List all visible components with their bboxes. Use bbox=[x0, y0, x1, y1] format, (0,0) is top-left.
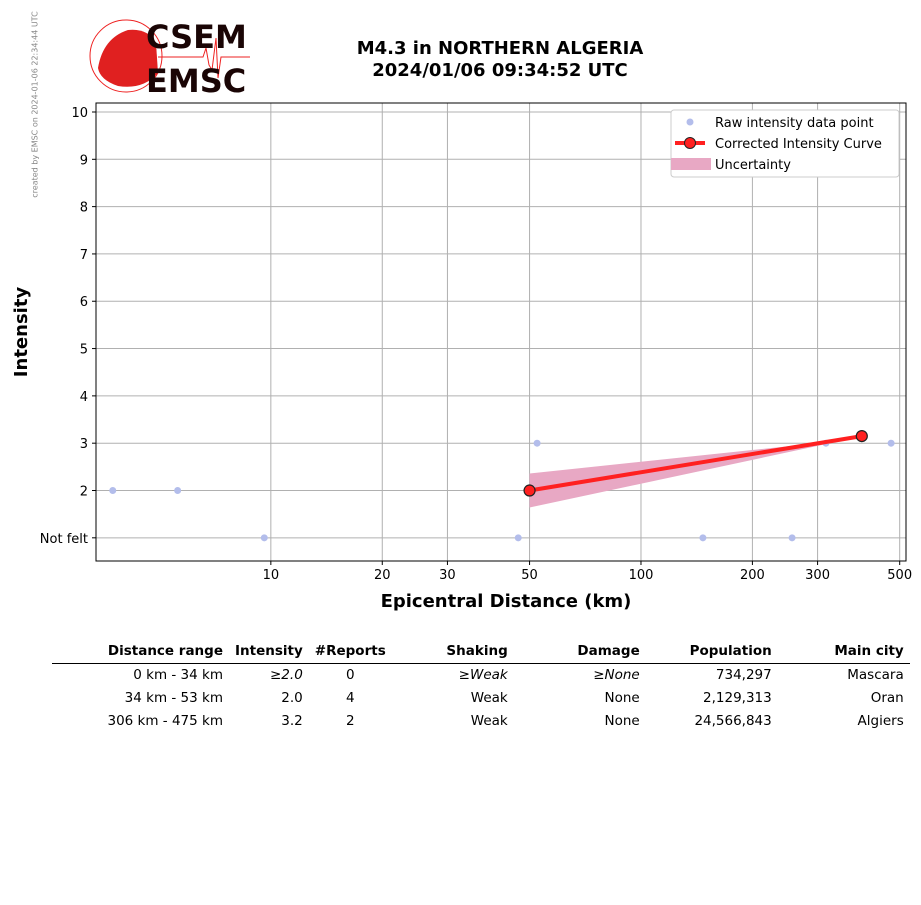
table-row: 0 km - 34 km ≥2.0 0 ≥Weak ≥None 734,297 Mascar… bbox=[52, 664, 910, 688]
legend-box bbox=[670, 109, 900, 178]
y-tick-label: 6 bbox=[80, 295, 88, 310]
plot-frame bbox=[95, 102, 907, 562]
table-cell: Weak bbox=[470, 713, 508, 729]
table-cell: Weak bbox=[470, 690, 508, 706]
table-cell: 34 km - 53 km bbox=[124, 690, 223, 706]
table-cell: 4 bbox=[345, 690, 355, 706]
table-cell: None bbox=[604, 690, 640, 706]
column-header: #Reports bbox=[308, 641, 392, 664]
x-tick-label: 300 bbox=[805, 568, 830, 583]
legend-uncertainty-label: Uncertainty bbox=[715, 158, 791, 173]
y-tick-label: 2 bbox=[80, 485, 88, 500]
raw-data-point bbox=[887, 439, 895, 447]
legend-curve-marker bbox=[684, 137, 696, 149]
y-tick-label: 3 bbox=[80, 437, 88, 452]
x-tick-label: 10 bbox=[263, 568, 280, 583]
raw-data-point bbox=[174, 487, 182, 495]
title-line-2: 2024/01/06 09:34:52 UTC bbox=[372, 60, 628, 81]
summary-table: Distance range Intensity #Reports Shaking Da… bbox=[52, 641, 910, 733]
table-cell: ≥Weak bbox=[458, 667, 508, 683]
table-cell: Mascara bbox=[847, 667, 904, 683]
y-axis-label: Intensity bbox=[11, 287, 32, 378]
table-cell: 2.0 bbox=[281, 690, 303, 706]
svg-text:EMSC: EMSC bbox=[146, 62, 246, 98]
y-tick-label: 9 bbox=[80, 153, 88, 168]
curve-point bbox=[855, 429, 868, 443]
table-cell: 2,129,313 bbox=[703, 690, 772, 706]
y-tick-label: 7 bbox=[80, 248, 88, 263]
y-tick-label: 4 bbox=[80, 390, 88, 405]
corrected-curve-line bbox=[529, 434, 863, 493]
table-cell: 734,297 bbox=[715, 667, 772, 683]
title-line-1: M4.3 in NORTHERN ALGERIA bbox=[356, 38, 644, 59]
table-row: 306 km - 475 km 3.2 2 Weak None 24,566,843 Alg… bbox=[52, 710, 910, 733]
x-tick-label: 20 bbox=[374, 568, 391, 583]
x-tick-label: 50 bbox=[521, 568, 538, 583]
raw-data-point bbox=[788, 534, 796, 542]
legend-curve-label: Corrected Intensity Curve bbox=[715, 137, 882, 152]
uncertainty-band bbox=[529, 442, 826, 508]
table-cell: 2 bbox=[345, 713, 355, 729]
raw-data-point bbox=[699, 534, 707, 542]
table-cell: None bbox=[604, 713, 640, 729]
table-cell: ≥None bbox=[593, 667, 640, 683]
x-tick-label: 100 bbox=[629, 568, 654, 583]
column-header: Population bbox=[645, 641, 778, 664]
table-cell: 3.2 bbox=[281, 713, 303, 729]
table-cell: ≥2.0 bbox=[270, 667, 303, 683]
curve-point bbox=[523, 484, 536, 497]
table-cell: Algiers bbox=[857, 713, 904, 729]
table-cell: Oran bbox=[870, 690, 904, 706]
legend-raw-marker bbox=[686, 118, 694, 126]
legend-raw-label: Raw intensity data point bbox=[715, 116, 874, 131]
y-tick-label: 10 bbox=[71, 106, 88, 121]
x-tick-label: 500 bbox=[887, 568, 912, 583]
y-tick-label: 8 bbox=[80, 201, 88, 216]
table-cell: 306 km - 475 km bbox=[107, 713, 223, 729]
table-cell: 24,566,843 bbox=[694, 713, 772, 729]
column-header: Main city bbox=[777, 641, 910, 664]
y-tick-label: Not felt bbox=[40, 532, 88, 547]
x-tick-label: 200 bbox=[740, 568, 765, 583]
intensity-chart: 10 20 30 50 100 200 300 500 Not felt 2 3 4 5 6 7 8 9 10 Ep… bbox=[11, 102, 912, 612]
column-header: Damage bbox=[513, 641, 646, 664]
x-axis-label: Epicentral Distance (km) bbox=[381, 591, 632, 612]
column-header: Intensity bbox=[229, 641, 309, 664]
column-header: Distance range bbox=[52, 641, 229, 664]
table-row: 34 km - 53 km 2.0 4 Weak None 2,129,313 Oran bbox=[52, 687, 910, 710]
svg-text:CSEM: CSEM bbox=[146, 18, 247, 56]
x-tick-label: 30 bbox=[439, 568, 456, 583]
chart-title: M4.3 in NORTHERN ALGERIA 2024/01/06 09:3… bbox=[300, 38, 700, 82]
raw-data-point bbox=[533, 439, 541, 447]
raw-data-point bbox=[109, 487, 117, 495]
raw-data-point bbox=[514, 534, 522, 542]
column-header: Shaking bbox=[391, 641, 514, 664]
legend-uncertainty-swatch bbox=[671, 158, 711, 170]
raw-data-point bbox=[260, 534, 268, 542]
table-cell: 0 bbox=[345, 667, 355, 683]
y-tick-label: 5 bbox=[80, 343, 88, 358]
table-cell: 0 km - 34 km bbox=[133, 667, 223, 683]
emsc-logo: CSEM EMSC bbox=[89, 18, 250, 98]
